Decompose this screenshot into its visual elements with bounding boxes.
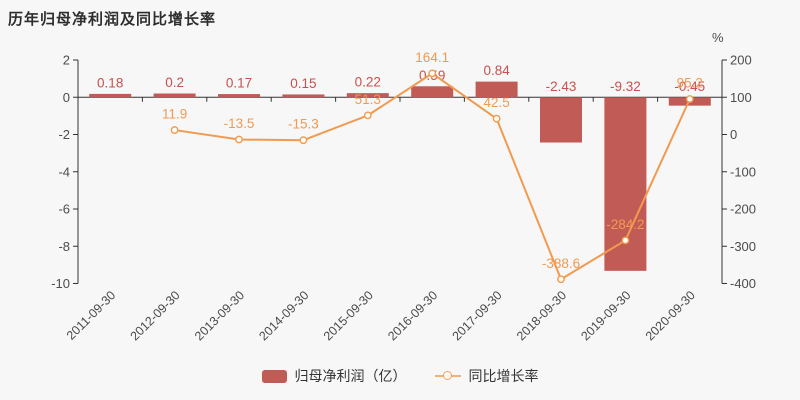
left-axis-tick-label: -8 <box>58 239 70 254</box>
right-axis-unit-label: % <box>712 30 724 45</box>
line-point[interactable] <box>363 111 372 120</box>
legend-line-label: 同比增长率 <box>468 368 539 384</box>
line-value-label: 164.1 <box>415 50 449 65</box>
right-axis-tick-label: 100 <box>730 90 752 105</box>
legend-item-net-profit[interactable]: 归母净利润（亿） <box>261 366 407 386</box>
left-axis-tick-label: -4 <box>58 164 70 179</box>
line-value-label: 11.9 <box>162 107 187 122</box>
x-axis-label: 2013-09-30 <box>192 288 247 343</box>
legend-bar-label: 归母净利润（亿） <box>294 368 407 384</box>
right-axis-tick-label: 200 <box>730 53 752 68</box>
left-axis-tick-label: -6 <box>58 202 70 217</box>
x-axis-label: 2014-09-30 <box>256 288 311 343</box>
bar-value-label: 0.2 <box>165 75 184 90</box>
line-point[interactable] <box>170 126 179 134</box>
line-value-label: 95.2 <box>677 76 703 91</box>
chart-canvas: 2 0 -2 -4 -6 -8 -10 200 100 0 -100 -200 -300 -400% 201… <box>51 30 756 343</box>
bar-series-swatch-icon <box>261 369 287 383</box>
x-axis-label: 2019-09-30 <box>578 288 633 343</box>
x-axis-label: 2015-09-30 <box>321 288 376 343</box>
line-point[interactable] <box>557 275 565 284</box>
line-value-label: -13.5 <box>224 116 255 131</box>
x-axis-label: 2016-09-30 <box>385 288 440 343</box>
line-point[interactable] <box>299 136 308 145</box>
bar-2013-09-30[interactable] <box>218 94 260 98</box>
bar-2015-09-30[interactable] <box>346 93 389 98</box>
legend-item-growth-rate[interactable]: 同比增长率 <box>434 366 539 386</box>
bar-value-label: -9.32 <box>610 79 641 94</box>
right-axis-tick-label: 0 <box>730 127 737 142</box>
line-point[interactable] <box>428 69 437 78</box>
line-value-label: -284.2 <box>606 217 644 232</box>
bar-value-label: 0.84 <box>483 63 510 78</box>
bar-2014-09-30[interactable] <box>282 94 325 98</box>
bar-2011-09-30[interactable] <box>89 93 132 98</box>
left-axis-tick-label: -10 <box>51 276 70 291</box>
bar-value-label: -0.45 <box>674 79 705 94</box>
x-axis-label: 2018-09-30 <box>514 288 569 343</box>
line-value-label: -388.6 <box>542 256 580 271</box>
left-axis-tick-label: 2 <box>63 53 70 68</box>
line-series-marker-icon <box>434 370 461 383</box>
bar-2018-09-30[interactable] <box>540 97 582 143</box>
bar-2019-09-30[interactable] <box>604 97 647 271</box>
right-axis-tick-label: -100 <box>730 164 756 179</box>
bar-value-label: 0.18 <box>97 75 123 90</box>
right-axis-tick-label: -200 <box>730 202 756 217</box>
chart-title: 历年归母净利润及同比增长率 <box>8 11 217 28</box>
line-point[interactable] <box>235 135 243 144</box>
line-value-label: -15.3 <box>288 117 319 132</box>
bar-2017-09-30[interactable] <box>475 81 518 98</box>
bar-value-label: 0.17 <box>226 76 252 91</box>
right-axis-tick-label: -400 <box>730 276 756 291</box>
line-point[interactable] <box>492 114 501 123</box>
bar-value-label: 0.15 <box>290 76 316 91</box>
right-axis-tick-label: -300 <box>730 239 756 254</box>
line-value-label: 42.5 <box>483 95 509 110</box>
x-axis-label: 2011-09-30 <box>64 288 118 342</box>
left-axis-tick-label: -2 <box>58 127 70 142</box>
chart-legend: 归母净利润（亿） 同比增长率 <box>0 366 800 386</box>
bar-value-label: -2.43 <box>546 79 577 94</box>
bar-value-label: 0.22 <box>355 75 381 90</box>
bar-2016-09-30[interactable] <box>411 86 454 98</box>
bar-2012-09-30[interactable] <box>153 93 196 98</box>
line-point[interactable] <box>621 236 630 245</box>
line-point[interactable] <box>685 95 694 103</box>
x-axis-label: 2017-09-30 <box>450 288 505 343</box>
x-axis-label: 2020-09-30 <box>643 288 698 343</box>
line-value-label: 51.3 <box>355 92 381 107</box>
left-axis-tick-label: 0 <box>63 90 70 105</box>
x-axis-label: 2012-09-30 <box>128 288 183 343</box>
